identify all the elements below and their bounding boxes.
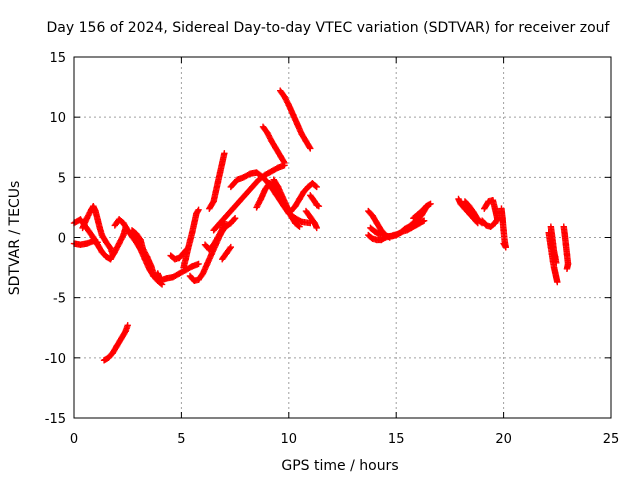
series-arc-28 xyxy=(481,196,501,222)
data-point xyxy=(563,265,571,272)
x-tick-label: 5 xyxy=(177,432,185,447)
data-point xyxy=(195,260,202,268)
data-point xyxy=(194,207,202,215)
data-point xyxy=(226,245,234,252)
y-tick-label: 0 xyxy=(58,232,66,247)
y-tick-label: -15 xyxy=(45,412,66,427)
series-arc-18 xyxy=(277,87,314,152)
data-point xyxy=(554,278,561,286)
x-tick-label: 0 xyxy=(70,432,78,447)
axis-ticks: 0 5 10 15 20 25 -15 -10 -5 0 5 10 15 xyxy=(45,51,620,447)
series-arc-04 xyxy=(100,322,131,364)
series-arc-13 xyxy=(219,243,235,263)
series-arc-21 xyxy=(307,192,323,210)
series-arc-06 xyxy=(128,227,164,282)
series-arc-14 xyxy=(210,162,288,234)
chart-title: Day 156 of 2024, Sidereal Day-to-day VTE… xyxy=(47,20,611,36)
series-arc-29 xyxy=(478,216,501,230)
data-point xyxy=(420,217,428,224)
data-point xyxy=(500,240,507,247)
data-point xyxy=(109,251,116,258)
grid xyxy=(74,57,611,418)
data-point xyxy=(119,233,126,240)
data-point xyxy=(312,182,319,190)
y-axis-label: SDTVAR / TECUs xyxy=(7,181,23,296)
data-point xyxy=(227,243,235,251)
series-arc-33 xyxy=(560,223,572,272)
x-tick-label: 20 xyxy=(495,432,512,447)
data-point xyxy=(124,322,131,329)
data-point xyxy=(221,150,228,157)
data-point xyxy=(218,227,225,234)
data-point xyxy=(295,222,302,229)
data-point xyxy=(493,217,500,224)
data-point xyxy=(427,200,434,208)
series-arc-30 xyxy=(498,205,509,251)
series-arc-03 xyxy=(79,203,116,258)
data-point xyxy=(296,223,303,230)
y-tick-label: 15 xyxy=(49,51,66,66)
y-tick-label: -5 xyxy=(53,292,66,307)
data-point xyxy=(493,216,501,223)
series-arc-09 xyxy=(180,206,202,271)
x-axis-label: GPS time / hours xyxy=(281,458,398,474)
series-arc-25 xyxy=(410,200,434,222)
series-arc-17 xyxy=(259,123,288,167)
data-point xyxy=(313,183,320,191)
data-point xyxy=(195,206,202,214)
y-tick-label: -10 xyxy=(45,352,66,367)
series-arc-19 xyxy=(270,176,303,230)
y-tick-label: 5 xyxy=(58,171,66,186)
data-point xyxy=(281,159,288,167)
series-arc-07 xyxy=(156,260,202,285)
data-points xyxy=(70,87,572,364)
data-point xyxy=(280,158,287,165)
data-point xyxy=(553,259,560,266)
data-point xyxy=(231,216,238,223)
series-arc-32 xyxy=(547,223,560,266)
x-tick-label: 10 xyxy=(281,432,298,447)
series-arc-20 xyxy=(302,207,320,232)
y-tick-label: 10 xyxy=(49,111,66,126)
x-tick-label: 15 xyxy=(388,432,405,447)
x-tick-label: 25 xyxy=(603,432,620,447)
series-arc-27 xyxy=(461,198,486,227)
data-point xyxy=(306,144,313,151)
data-point xyxy=(315,203,323,210)
data-point xyxy=(231,215,239,222)
data-point xyxy=(307,145,314,152)
data-point xyxy=(501,241,508,248)
series-arc-11 xyxy=(201,218,228,253)
data-point xyxy=(313,224,320,232)
series-arc-12 xyxy=(206,150,228,212)
series-arc-08 xyxy=(167,245,192,263)
